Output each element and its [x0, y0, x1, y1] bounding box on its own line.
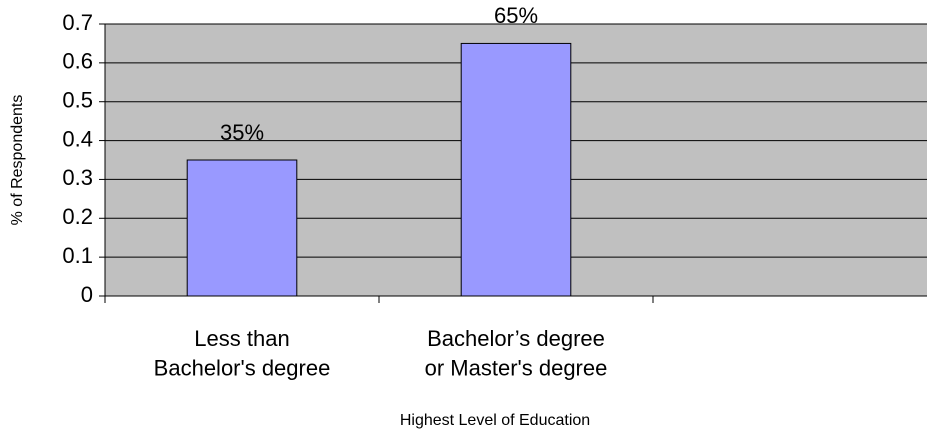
y-tick-label: 0.5 — [62, 88, 93, 113]
y-tick-label: 0.6 — [62, 49, 93, 74]
bar — [186, 159, 298, 297]
y-tick-label: 0.2 — [62, 204, 93, 229]
y-tick-label: 0.7 — [62, 10, 93, 35]
y-axis-title: % of Respondents — [9, 95, 26, 226]
value-label: 35% — [220, 120, 264, 145]
y-tick-label: 0 — [81, 282, 93, 307]
y-tick-label: 0.3 — [62, 165, 93, 190]
x-tick-label: Less than Bachelor's degree — [154, 326, 331, 381]
bar — [460, 42, 572, 297]
y-tick-label: 0.1 — [62, 243, 93, 268]
y-tick-label: 0.4 — [62, 126, 93, 151]
value-label: 65% — [494, 3, 538, 28]
x-axis-title: Highest Level of Education — [400, 412, 590, 429]
x-tick-label: Bachelor’s degree or Master's degree — [425, 326, 608, 381]
